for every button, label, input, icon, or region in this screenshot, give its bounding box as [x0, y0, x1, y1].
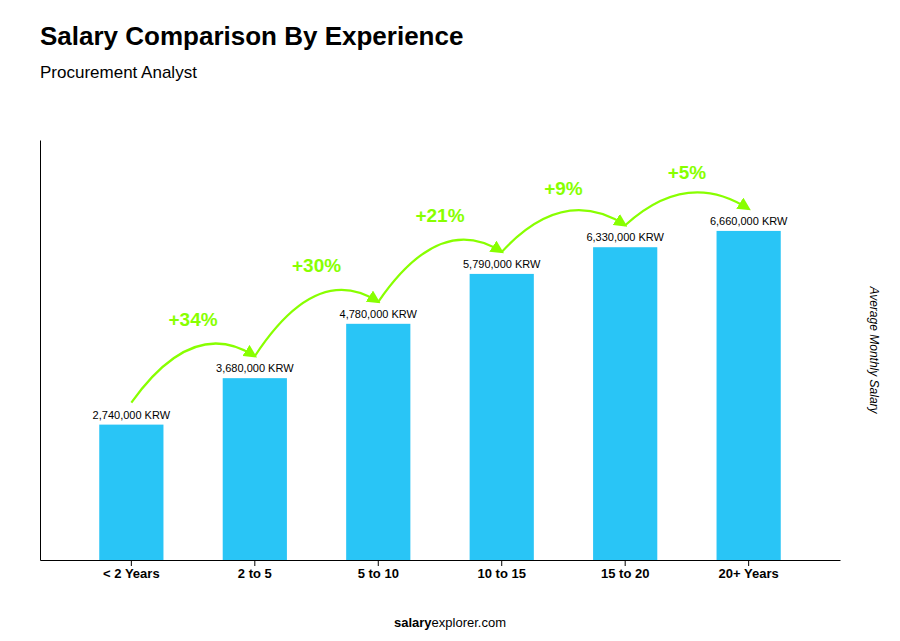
- bar: [346, 324, 410, 560]
- data-labels: 2,740,000 KRW 3,680,000 KRW 4,780,000 KRW 5…: [93, 215, 788, 421]
- y-axis-title: Average Monthly Salary: [867, 285, 881, 414]
- data-label: 6,330,000 KRW: [586, 231, 664, 243]
- data-label: 6,660,000 KRW: [710, 215, 788, 227]
- x-tick-mark: [254, 560, 255, 566]
- bars: [99, 231, 780, 560]
- bar: [593, 247, 657, 560]
- change-arrow: [378, 240, 501, 302]
- x-tick: 20+ Years: [719, 560, 779, 581]
- annotation: +5%: [668, 162, 707, 183]
- x-tick: < 2 Years: [103, 560, 160, 581]
- x-tick-mark: [378, 560, 379, 566]
- x-tick-mark: [625, 560, 626, 566]
- change-arrow: [502, 210, 625, 252]
- change-arrow: [625, 192, 748, 225]
- x-tick-mark: [131, 560, 132, 566]
- x-tick-mark: [748, 560, 749, 566]
- annotation: +21%: [415, 205, 464, 226]
- chart: Salary Comparison By Experience Procureme…: [0, 0, 900, 641]
- x-tick-label: 15 to 20: [601, 566, 649, 581]
- annotation: +30%: [292, 255, 341, 276]
- x-tick-label: 5 to 10: [358, 566, 399, 581]
- y-axis: [40, 141, 41, 561]
- bar: [717, 231, 781, 560]
- change-arrow: [131, 344, 254, 403]
- x-axis-line: [41, 560, 841, 561]
- bar: [470, 274, 534, 560]
- x-tick-label: 20+ Years: [719, 566, 779, 581]
- x-tick: 15 to 20: [601, 560, 649, 581]
- data-label: 3,680,000 KRW: [216, 362, 294, 374]
- title: Salary Comparison By Experience: [40, 21, 463, 51]
- x-tick-label: < 2 Years: [103, 566, 160, 581]
- annotation: +9%: [544, 178, 583, 199]
- x-tick-label: 2 to 5: [238, 566, 272, 581]
- footer-part: explorer.com: [432, 615, 506, 630]
- annotations: +34% +30% +21% +9% +5%: [131, 162, 748, 403]
- data-label: 2,740,000 KRW: [93, 409, 171, 421]
- footer-part: salary: [394, 615, 432, 630]
- annotation: +34%: [169, 309, 218, 330]
- x-axis: < 2 Years 2 to 5 5 to 10 10 to 15 15 to 20 20…: [41, 560, 841, 581]
- change-arrow: [255, 290, 378, 356]
- data-label: 5,790,000 KRW: [463, 258, 541, 270]
- x-tick: 2 to 5: [238, 560, 272, 581]
- x-tick-mark: [501, 560, 502, 566]
- x-tick: 10 to 15: [478, 560, 526, 581]
- subtitle: Procurement Analyst: [40, 63, 197, 82]
- y-axis-line: [40, 141, 41, 561]
- footer: salaryexplorer.com: [394, 615, 506, 630]
- data-label: 4,780,000 KRW: [340, 308, 418, 320]
- x-tick-label: 10 to 15: [478, 566, 526, 581]
- bar: [99, 425, 163, 560]
- bar: [223, 378, 287, 560]
- x-tick: 5 to 10: [358, 560, 399, 581]
